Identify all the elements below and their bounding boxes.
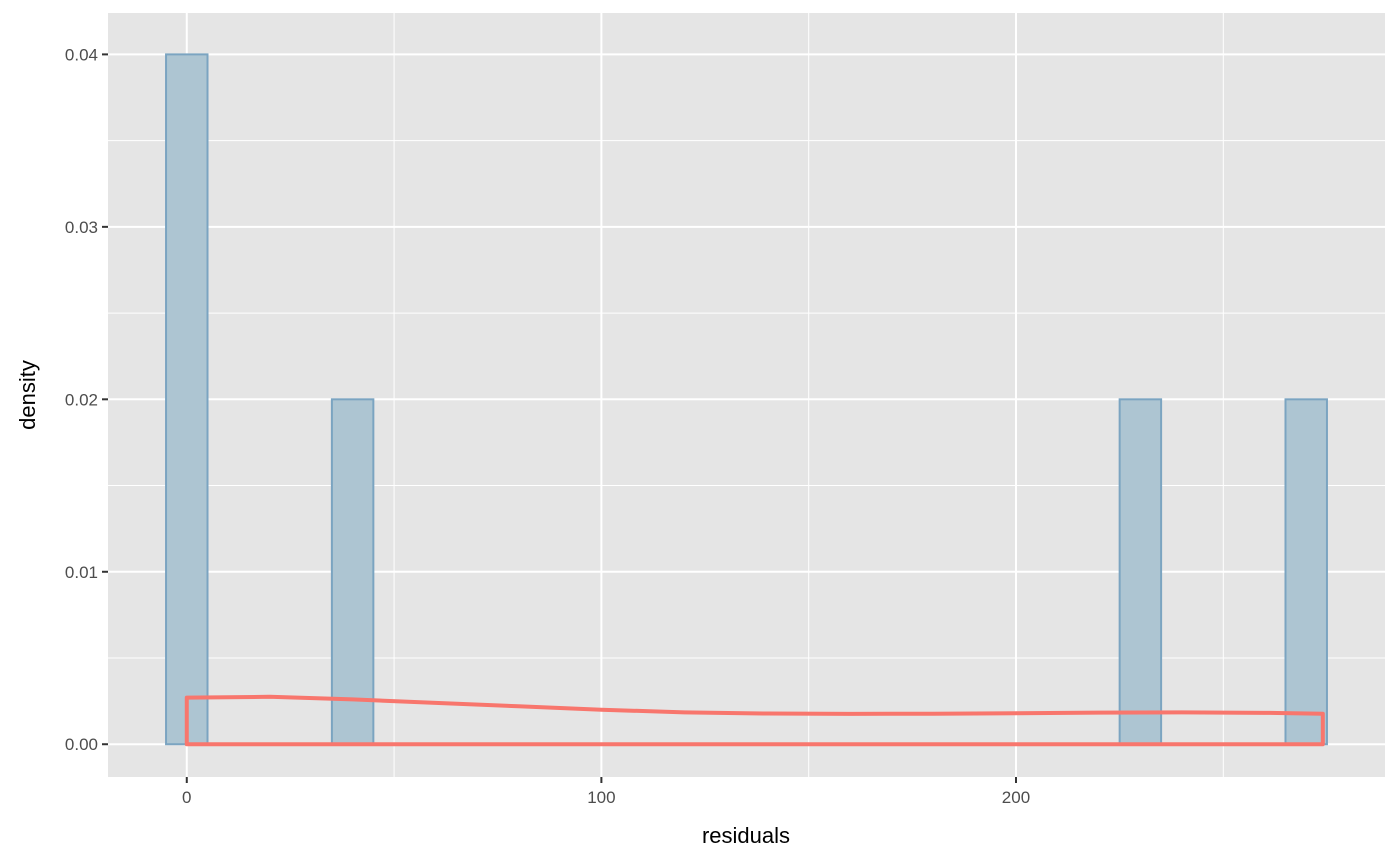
y-tick-label: 0.03 xyxy=(65,218,98,237)
histogram-bar xyxy=(330,398,375,746)
x-tick-label: 100 xyxy=(587,788,615,807)
x-tick-label: 0 xyxy=(182,788,191,807)
histogram-bar xyxy=(1284,398,1328,746)
plot-panel xyxy=(108,13,1385,777)
x-tick-label: 200 xyxy=(1002,788,1030,807)
density-curve xyxy=(184,694,1325,747)
y-tick-label: 0.00 xyxy=(65,735,98,754)
y-tick-label: 0.04 xyxy=(65,45,98,64)
x-axis-title: residuals xyxy=(702,823,790,848)
density-curve-layer xyxy=(184,694,1325,747)
histogram-bar xyxy=(165,53,209,746)
y-tick-label: 0.01 xyxy=(65,563,98,582)
y-axis-title: density xyxy=(15,360,40,430)
x-axis: 0 100 200 xyxy=(182,777,1030,807)
y-axis: 0.00 0.01 0.02 0.03 0.04 xyxy=(65,45,108,754)
y-tick-label: 0.02 xyxy=(65,390,98,409)
histogram-bar xyxy=(1118,398,1163,746)
histogram-bars xyxy=(165,53,1328,746)
minor-gridlines xyxy=(108,13,1385,777)
